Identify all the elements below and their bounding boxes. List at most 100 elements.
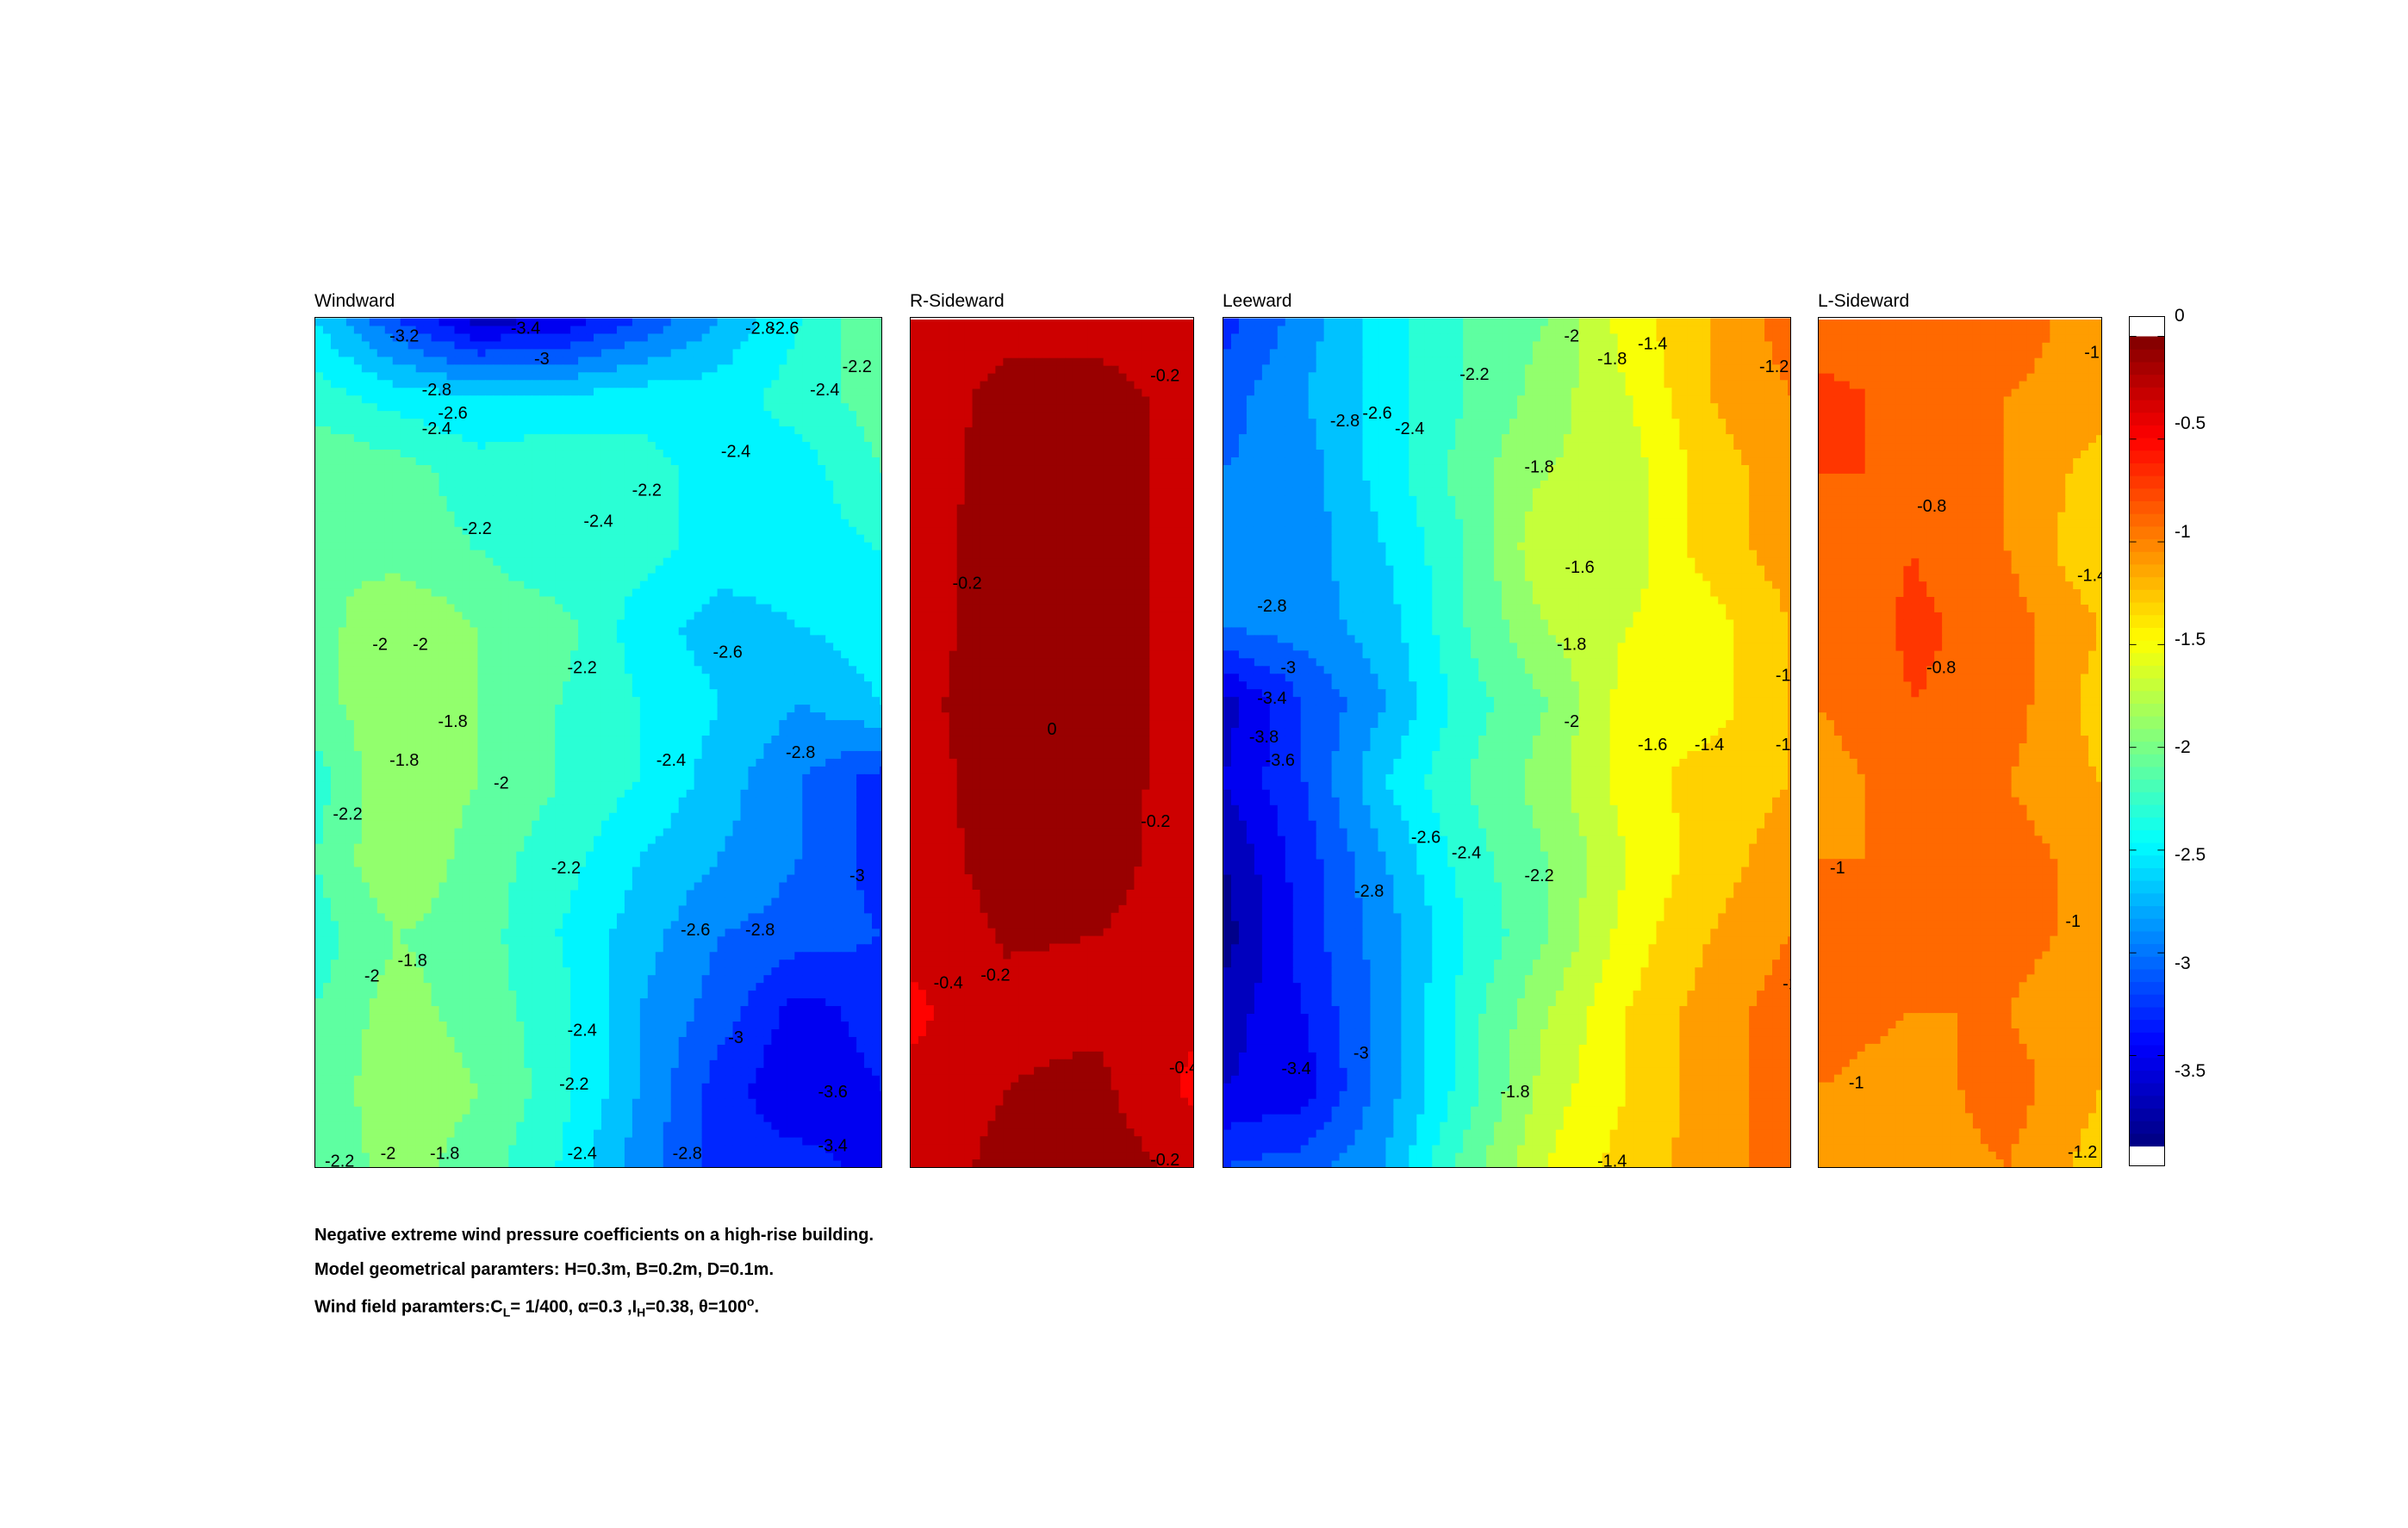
contour-cell [632, 534, 641, 543]
contour-cell [439, 581, 448, 590]
contour-cell [594, 804, 602, 814]
contour-cell [678, 464, 688, 474]
contour-cell [787, 534, 795, 543]
contour-cell [779, 789, 787, 798]
contour-cell [345, 604, 355, 613]
contour-cell [594, 519, 602, 528]
contour-cell [632, 588, 641, 598]
contour-cell [600, 812, 610, 822]
contour-cell [787, 326, 795, 335]
contour-cell [639, 426, 649, 435]
contour-cell [856, 781, 865, 791]
contour-cell [470, 736, 479, 744]
contour-cell [493, 588, 501, 598]
contour-cell [516, 697, 525, 705]
contour-cell [330, 812, 339, 822]
contour-cell [485, 643, 494, 651]
contour-cell [647, 758, 656, 767]
contour-cell [678, 773, 688, 783]
contour-cell [501, 326, 509, 335]
contour-cell [616, 357, 625, 365]
contour-cell [431, 627, 440, 636]
contour-cell [532, 419, 540, 427]
contour-cell [740, 333, 750, 343]
contour-cell [864, 511, 873, 520]
contour-cell [400, 750, 409, 760]
contour-cell [872, 495, 880, 505]
contour-cell [408, 480, 417, 489]
contour-cell [439, 534, 448, 543]
contour-cell [810, 712, 818, 721]
contour-cell [508, 426, 517, 435]
contour-cell [361, 666, 370, 674]
contour-cell [477, 650, 486, 659]
contour-cell [508, 828, 517, 837]
contour-cell [632, 464, 641, 474]
contour-cell [555, 766, 563, 775]
contour-cell [345, 781, 355, 791]
contour-cell [446, 434, 456, 443]
contour-cell [532, 666, 540, 674]
contour-cell [501, 372, 509, 381]
contour-cell [431, 750, 440, 760]
contour-cell [408, 619, 417, 629]
contour-cell [856, 720, 865, 729]
contour-cell [678, 511, 688, 520]
contour-cell [376, 357, 386, 365]
contour-cell [849, 812, 857, 822]
contour-cell [763, 728, 772, 736]
contour-cell [825, 712, 834, 721]
contour-cell [454, 712, 464, 721]
contour-cell [701, 357, 711, 365]
contour-cell [632, 326, 641, 335]
contour-cell [563, 650, 571, 659]
contour-cell [763, 495, 772, 505]
contour-cell [663, 495, 672, 505]
contour-cell [810, 480, 818, 489]
contour-cell [655, 705, 664, 713]
contour-cell [501, 565, 509, 575]
contour-cell [485, 457, 494, 466]
contour-cell [594, 773, 602, 783]
contour-cell [756, 750, 765, 760]
contour-cell [725, 457, 734, 466]
contour-cell [663, 588, 672, 598]
contour-cell [508, 495, 517, 505]
contour-cell [771, 658, 780, 667]
contour-cell [748, 773, 757, 783]
contour-cell [810, 349, 818, 357]
contour-cell [570, 472, 579, 481]
contour-cell [315, 457, 324, 466]
contour-cell [423, 789, 432, 798]
contour-cell [369, 728, 378, 736]
contour-cell [779, 781, 787, 791]
contour-cell [763, 736, 772, 744]
contour-cell [315, 434, 324, 443]
contour-cell [686, 750, 695, 760]
contour-cell [787, 426, 795, 435]
contour-cell [880, 488, 881, 497]
contour-cell [431, 573, 440, 582]
contour-cell [462, 604, 471, 613]
contour-cell [439, 326, 448, 335]
contour-cell [872, 674, 880, 682]
contour-cell [670, 573, 680, 582]
contour-cell [663, 773, 672, 783]
contour-cell [384, 674, 394, 682]
contour-cell [725, 758, 734, 767]
contour-cell [423, 835, 432, 845]
contour-cell [578, 650, 587, 659]
contour-cell [555, 712, 563, 721]
contour-cell [454, 766, 464, 775]
contour-cell [454, 450, 464, 458]
contour-cell [493, 635, 501, 643]
contour-cell [400, 573, 409, 582]
contour-cell [701, 666, 711, 674]
contour-cell [439, 697, 448, 705]
contour-cell [532, 720, 540, 729]
contour-cell [810, 789, 818, 798]
contour-cell [639, 434, 649, 443]
contour-cell [408, 581, 417, 590]
contour-cell [856, 557, 865, 567]
contour-cell [470, 403, 479, 412]
